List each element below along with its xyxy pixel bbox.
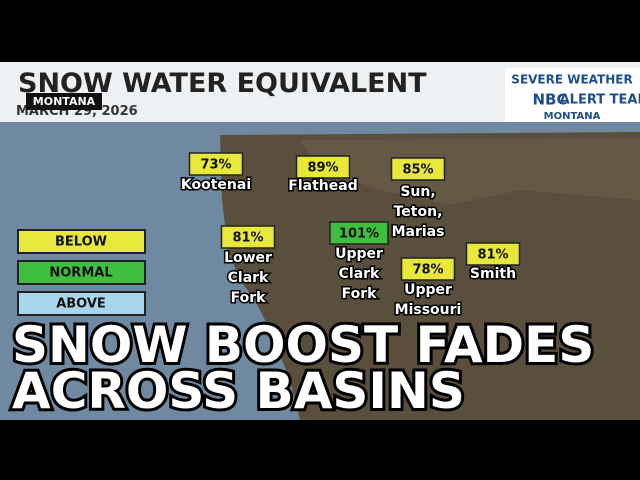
basin-name: Missouri bbox=[395, 302, 462, 318]
basin-value: 89% bbox=[307, 161, 338, 176]
badge-box bbox=[26, 93, 102, 110]
headline: SNOW BOOST FADES bbox=[12, 316, 594, 374]
basin-name: Lower bbox=[224, 250, 272, 266]
legend: BELOW NORMAL ABOVE bbox=[17, 229, 146, 316]
basin-name: Kootenai bbox=[181, 177, 251, 193]
basin-box bbox=[390, 157, 446, 181]
basin-name: Upper bbox=[404, 282, 452, 298]
legend-swatch bbox=[17, 260, 146, 285]
basin-box bbox=[220, 225, 276, 249]
basin-value: 78% bbox=[412, 263, 443, 278]
basin-value: 101% bbox=[339, 227, 379, 242]
basin-value: 73% bbox=[200, 158, 231, 173]
basin-name: Clark bbox=[228, 270, 269, 286]
basin-box bbox=[295, 155, 351, 179]
headline: ACROSS BASINS bbox=[12, 362, 465, 420]
logo-top: SEVERE WEATHER bbox=[511, 73, 632, 87]
basin-name: Clark bbox=[339, 266, 380, 282]
basin-value: 81% bbox=[477, 248, 508, 263]
basin-box bbox=[400, 257, 456, 281]
legend-label: NORMAL bbox=[49, 266, 112, 281]
basin-box bbox=[329, 221, 389, 245]
legend-label: ABOVE bbox=[56, 297, 106, 312]
basin-name: Upper bbox=[335, 246, 383, 262]
basin-name: Fork bbox=[342, 286, 378, 302]
badge: MONTANA bbox=[33, 95, 96, 108]
basin-value: 85% bbox=[402, 163, 433, 178]
basin-name: Teton, bbox=[394, 204, 443, 220]
logo-box bbox=[505, 68, 640, 122]
basin-name: Smith bbox=[470, 266, 516, 282]
legend-swatch bbox=[17, 291, 146, 316]
legend-swatch bbox=[17, 229, 146, 254]
map-shade bbox=[300, 138, 640, 205]
legend-label: BELOW bbox=[55, 235, 107, 250]
logo-brand: NBC bbox=[533, 91, 568, 109]
basin-box bbox=[188, 152, 244, 176]
basin-name: Marias bbox=[392, 224, 445, 240]
basins: 73% Kootenai 89% Flathead 85% Sun, Teton, Maria… bbox=[179, 152, 521, 320]
basin-name: Fork bbox=[231, 290, 267, 306]
logo-station: MONTANA bbox=[544, 111, 601, 122]
basin-name: Flathead bbox=[288, 178, 357, 194]
basin-box bbox=[465, 242, 521, 266]
basin-name: Sun, bbox=[400, 184, 435, 200]
basin-value: 81% bbox=[232, 231, 263, 246]
